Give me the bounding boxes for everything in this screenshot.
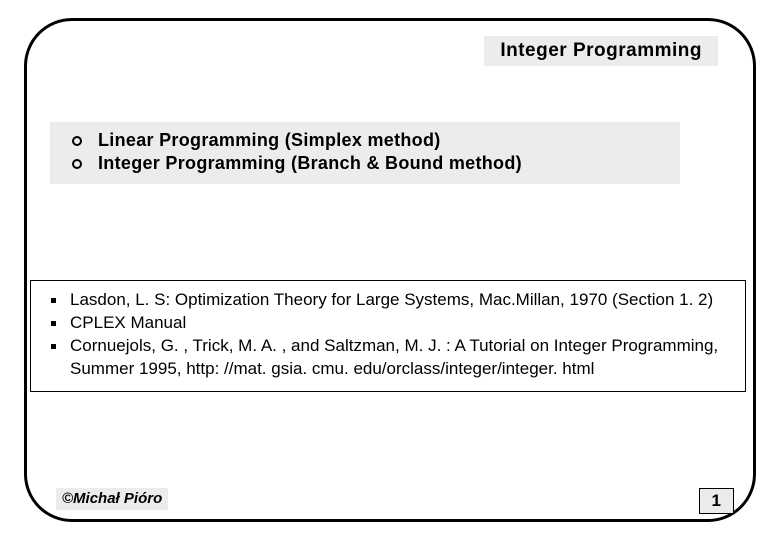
page-title: Integer Programming bbox=[500, 40, 702, 61]
list-item: CPLEX Manual bbox=[41, 312, 735, 335]
reference-text: Lasdon, L. S: Optimization Theory for La… bbox=[70, 289, 713, 312]
title-box: Integer Programming bbox=[484, 36, 718, 66]
topic-label: Integer Programming (Branch & Bound meth… bbox=[98, 153, 522, 174]
square-bullet-icon bbox=[51, 344, 56, 349]
footer-page-box: 1 bbox=[699, 488, 734, 514]
page-number: 1 bbox=[712, 491, 721, 510]
footer-author-box: ©Michał Pióro bbox=[56, 488, 168, 510]
square-bullet-icon bbox=[51, 321, 56, 326]
circle-bullet-icon bbox=[72, 136, 82, 146]
author-label: ©Michał Pióro bbox=[62, 490, 162, 507]
list-item: Cornuejols, G. , Trick, M. A. , and Salt… bbox=[41, 335, 735, 381]
references-box: Lasdon, L. S: Optimization Theory for La… bbox=[30, 280, 746, 392]
circle-bullet-icon bbox=[72, 159, 82, 169]
reference-text: CPLEX Manual bbox=[70, 312, 186, 335]
topic-label: Linear Programming (Simplex method) bbox=[98, 130, 441, 151]
slide-frame bbox=[24, 18, 756, 522]
reference-text: Cornuejols, G. , Trick, M. A. , and Salt… bbox=[70, 335, 735, 381]
list-item: Lasdon, L. S: Optimization Theory for La… bbox=[41, 289, 735, 312]
list-item: Linear Programming (Simplex method) bbox=[58, 130, 672, 151]
square-bullet-icon bbox=[51, 298, 56, 303]
list-item: Integer Programming (Branch & Bound meth… bbox=[58, 153, 672, 174]
topics-box: Linear Programming (Simplex method) Inte… bbox=[50, 122, 680, 184]
